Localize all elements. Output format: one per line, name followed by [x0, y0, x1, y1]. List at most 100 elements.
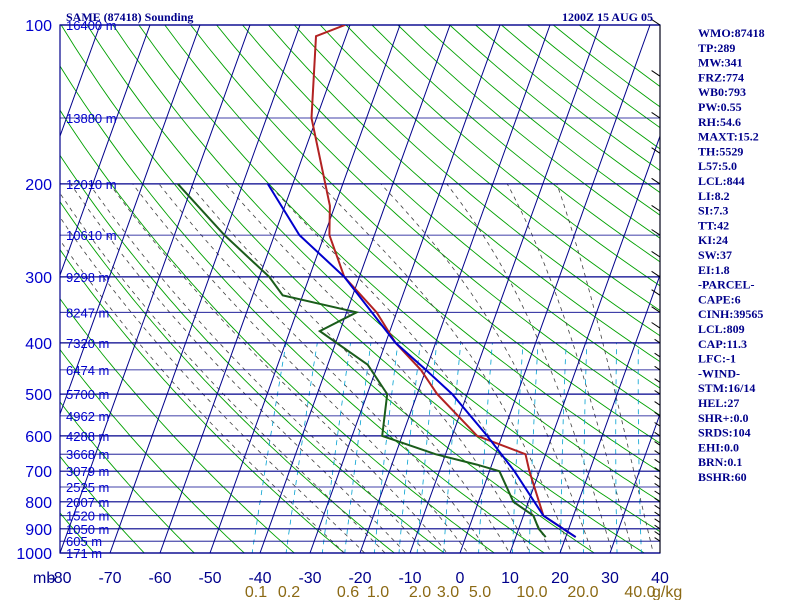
wind-barb — [651, 204, 661, 212]
isotherm — [459, 25, 651, 553]
sounding-index: EHI:0.0 — [698, 440, 739, 454]
isotherm — [209, 25, 401, 553]
isotherm — [559, 273, 660, 553]
wind-barb — [654, 518, 661, 523]
wind-barb — [651, 70, 661, 77]
sounding-index: BRN:0.1 — [698, 455, 742, 469]
moist-adiabat — [132, 183, 469, 553]
wind-barb — [651, 147, 661, 154]
temperature-tick-label: -30 — [298, 570, 321, 587]
dry-adiabat — [242, 25, 660, 389]
mixing-ratio-line — [583, 342, 588, 553]
dry-adiabat — [216, 25, 660, 416]
wind-barb — [651, 18, 661, 26]
wind-barb — [654, 475, 661, 480]
wind-barb — [654, 422, 661, 427]
wind-barb — [654, 450, 661, 455]
sounding-index: LCL:844 — [698, 174, 745, 188]
isotherm — [509, 134, 660, 553]
moist-adiabat — [189, 183, 510, 553]
wind-barb — [654, 511, 661, 517]
dry-adiabat — [60, 348, 245, 553]
wind-barb — [654, 365, 661, 371]
sounding-index: -WIND- — [698, 366, 740, 380]
mixing-ratio-line — [373, 342, 399, 553]
wind-barb — [654, 490, 661, 496]
sounding-index: FRZ:774 — [698, 70, 744, 84]
mixing-ratio-tick-label: 40.0 — [624, 584, 655, 600]
isotherm — [60, 25, 201, 416]
dry-adiabat — [475, 25, 660, 172]
sounding-index: L57:5.0 — [698, 159, 737, 173]
sounding-index: CAP:11.3 — [698, 337, 747, 351]
isotherm — [309, 25, 501, 553]
dry-adiabat — [60, 109, 496, 553]
temperature-tick-label: 40 — [651, 570, 669, 587]
moist-adiabats — [60, 183, 654, 553]
wind-barb — [651, 322, 661, 329]
temperature-tick-label: -70 — [98, 570, 121, 587]
height-label: 5700 m — [66, 387, 109, 402]
height-label: 7320 m — [66, 336, 109, 351]
sounding-index: TT:42 — [698, 218, 729, 232]
moist-adiabat — [506, 183, 634, 553]
mixing-ratio-tick-label: 1.0 — [367, 584, 389, 600]
dry-adiabat — [190, 25, 660, 444]
sounding-index: TP:289 — [698, 41, 735, 55]
dry-adiabat — [449, 25, 660, 194]
temperature-tick-label: -50 — [198, 570, 221, 587]
sounding-index: LCL:809 — [698, 322, 745, 336]
wind-barb — [654, 352, 661, 358]
mixing-ratio-labels: 0.1 0.2 0.6 1.0 2.0 3.0 5.0 10.0 20.0 40.0g/kg — [245, 584, 682, 600]
isotherm — [60, 25, 251, 553]
temperature-tick-label: 30 — [601, 570, 619, 587]
temperature-labels: mb-80 -70 -60 -50 -40 -30 -20 -10 0 10 20 30 40 — [33, 570, 669, 587]
moist-adiabat — [70, 183, 407, 553]
mixing-ratio-tick-label: 10.0 — [516, 584, 547, 600]
isotherm — [409, 25, 601, 553]
moist-adiabat — [556, 183, 654, 553]
pressure-label: 600 — [25, 429, 52, 446]
height-label: 9298 m — [66, 270, 109, 285]
sounding-index: CINH:39565 — [698, 307, 763, 321]
dry-adiabat — [60, 298, 295, 553]
wind-barb — [654, 537, 661, 542]
isotherm — [359, 25, 551, 553]
dry-adiabat — [319, 25, 660, 312]
mixing-ratio-tick-label: 20.0 — [567, 584, 598, 600]
isotherms — [60, 25, 660, 553]
height-label: 13880 m — [66, 111, 117, 126]
dry-adiabat — [60, 154, 446, 553]
wind-barb — [651, 306, 661, 313]
wind-barb — [654, 467, 661, 472]
wind-profile — [651, 18, 661, 553]
mixing-ratio-tick-label: 5.0 — [469, 584, 491, 600]
pressure-label: 800 — [25, 495, 52, 512]
mixing-ratio-line — [615, 342, 618, 553]
dewpoint-trace — [177, 183, 547, 538]
isotherm — [109, 25, 301, 553]
dry-adiabat — [268, 25, 660, 363]
height-label: 16400 m — [66, 18, 117, 33]
temperature-tick-label: -20 — [348, 570, 371, 587]
height-label: 8247 m — [66, 305, 109, 320]
sounding-index: KI:24 — [698, 233, 728, 247]
height-label: 4288 m — [66, 429, 109, 444]
pressure-labels: 100 200 300 400 500 600 700 800 900 1000 — [16, 18, 52, 563]
sounding-index: PW:0.55 — [698, 100, 742, 114]
wind-barb — [654, 431, 661, 437]
moist-adiabat — [60, 216, 366, 553]
moist-adiabat — [60, 239, 345, 553]
dry-adiabat — [60, 25, 596, 553]
isotherm — [60, 25, 151, 277]
height-label: 171 m — [66, 546, 102, 561]
moist-adiabat — [225, 183, 531, 553]
sounding-index: STM:16/14 — [698, 381, 755, 395]
sounding-index: EI:1.8 — [698, 263, 730, 277]
parcel-trace — [266, 183, 577, 538]
wind-barb — [651, 289, 661, 296]
valid-time: 1200Z 15 AUG 05 — [562, 10, 653, 24]
wind-barb — [654, 390, 661, 395]
mixing-ratio-tick-label: 0.6 — [337, 584, 359, 600]
dry-adiabat — [293, 25, 660, 337]
